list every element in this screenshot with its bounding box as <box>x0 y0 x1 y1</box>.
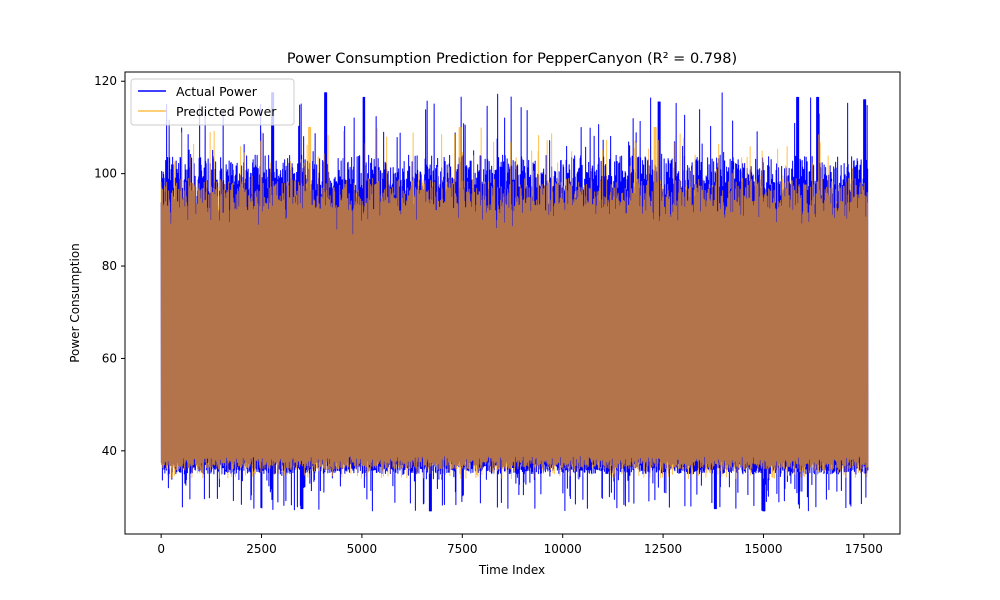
x-tick-label: 2500 <box>246 542 277 556</box>
y-tick-label: 120 <box>94 74 117 88</box>
legend: Actual Power Predicted Power <box>130 78 295 126</box>
y-tick-label: 40 <box>102 444 117 458</box>
x-tick-label: 7500 <box>447 542 478 556</box>
series-line-predicted-power <box>160 126 869 479</box>
legend-frame <box>130 78 295 126</box>
legend-label-predicted-power: Predicted Power <box>176 104 277 119</box>
x-axis-label: Time Index <box>478 563 545 577</box>
x-tick-label: 15000 <box>744 542 782 556</box>
y-tick-label: 60 <box>102 351 117 365</box>
plot-frame <box>124 71 901 535</box>
chart-title: Power Consumption Prediction for PepperC… <box>287 51 737 67</box>
y-tick-label: 80 <box>102 259 117 273</box>
y-tick-label: 100 <box>94 167 117 181</box>
legend-label-actual-power: Actual Power <box>176 84 258 99</box>
x-tick-label: 5000 <box>347 542 378 556</box>
x-tick-label: 0 <box>157 542 165 556</box>
x-tick-label: 10000 <box>544 542 582 556</box>
x-tick-label: 17500 <box>845 542 883 556</box>
y-axis-label: Power Consumption <box>68 243 82 363</box>
x-tick-label: 12500 <box>644 542 682 556</box>
